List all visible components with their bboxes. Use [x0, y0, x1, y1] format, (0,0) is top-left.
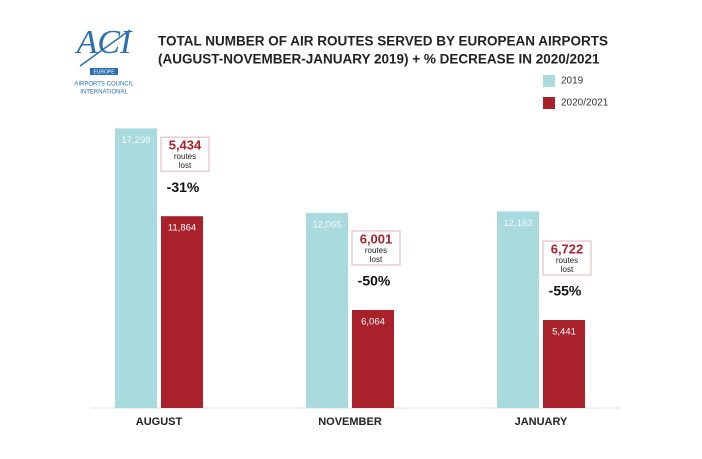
- legend-swatch: [543, 75, 555, 87]
- value-label: 6,064: [361, 316, 385, 327]
- logo-region: EUROPE: [93, 69, 115, 75]
- chart-title: TOTAL NUMBER OF AIR ROUTES SERVED BY EUR…: [158, 34, 608, 49]
- routes-lost-text: routes lost: [556, 256, 578, 274]
- logo-swoosh: [79, 29, 131, 67]
- bar: [543, 320, 585, 408]
- logo-band: [90, 68, 118, 75]
- routes-lost: 6,722: [551, 241, 584, 256]
- x-tick-label: AUGUST: [136, 416, 183, 428]
- annotation-box: [160, 136, 210, 172]
- logo-name: INTERNATIONAL: [80, 90, 128, 96]
- x-tick-label: NOVEMBER: [318, 416, 382, 428]
- value-label: 12,065: [312, 219, 341, 230]
- value-label: 12,163: [503, 218, 532, 229]
- logo: ACI EUROPE AIRPORTS COUNCIL INTERNATIONA…: [74, 24, 134, 96]
- bar: [115, 128, 157, 408]
- bar: [497, 211, 539, 408]
- change-label: -31%: [167, 179, 200, 195]
- logo-mark: ACI: [75, 24, 133, 61]
- routes-lost: 6,001: [360, 231, 393, 246]
- legend-label: 2019: [561, 76, 584, 87]
- logo-name: AIRPORTS COUNCIL: [74, 82, 134, 88]
- x-tick-label: JANUARY: [515, 416, 568, 428]
- bar: [352, 309, 394, 408]
- routes-lost-text: routes lost: [365, 246, 387, 264]
- routes-lost: 5,434: [169, 138, 202, 153]
- change-label: -55%: [549, 283, 582, 299]
- legend-label: 2020/2021: [561, 98, 609, 109]
- legend-swatch: [543, 97, 555, 109]
- change-label: -50%: [358, 273, 391, 289]
- value-label: 5,441: [552, 327, 576, 338]
- bar: [306, 212, 348, 408]
- routes-lost-text: routes lost: [174, 152, 196, 170]
- value-label: 17,298: [121, 135, 150, 146]
- chart-title: (AUGUST-NOVEMBER-JANUARY 2019) + % DECRE…: [158, 52, 600, 67]
- bar: [161, 216, 203, 408]
- value-label: 11,864: [168, 223, 196, 234]
- annotation-box: [351, 230, 401, 266]
- annotation-box: [542, 240, 592, 276]
